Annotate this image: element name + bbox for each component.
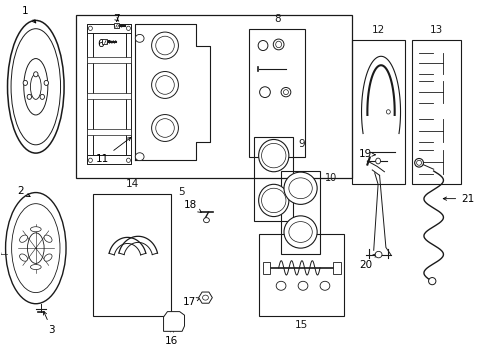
Ellipse shape [30,227,41,232]
Ellipse shape [135,35,144,42]
Ellipse shape [203,218,209,223]
Text: 18: 18 [184,200,201,212]
Ellipse shape [288,178,312,199]
Bar [87,57,131,63]
Bar [351,40,405,184]
Text: 3: 3 [43,311,55,335]
Text: 13: 13 [428,25,442,35]
Ellipse shape [273,39,284,50]
Ellipse shape [258,184,288,217]
Text: 16: 16 [164,329,178,346]
Ellipse shape [275,41,281,48]
Ellipse shape [88,26,92,31]
Ellipse shape [374,251,381,258]
Bar [411,40,460,184]
Ellipse shape [44,254,52,261]
Text: 7: 7 [113,14,120,24]
Ellipse shape [283,90,288,95]
Ellipse shape [284,172,317,204]
Ellipse shape [156,36,174,55]
Bar [259,234,344,316]
Ellipse shape [261,188,285,213]
Ellipse shape [427,278,435,285]
Bar [87,24,131,33]
Text: 15: 15 [295,320,308,330]
Bar [262,262,270,274]
Bar [93,194,171,316]
Ellipse shape [23,80,27,85]
Polygon shape [198,292,212,303]
Ellipse shape [258,139,288,172]
Text: 4: 4 [0,359,1,360]
Text: 6: 6 [97,39,109,49]
Ellipse shape [151,32,178,59]
Ellipse shape [135,153,144,161]
Ellipse shape [151,114,178,141]
Ellipse shape [27,233,44,264]
Ellipse shape [11,29,61,145]
Ellipse shape [261,143,285,168]
Text: 21: 21 [442,194,473,204]
Text: 1: 1 [22,6,36,23]
Ellipse shape [298,281,307,290]
Ellipse shape [386,110,389,114]
Bar [87,155,131,164]
Bar [254,137,293,221]
Ellipse shape [259,87,270,98]
Ellipse shape [0,251,1,257]
Bar [249,30,305,157]
Ellipse shape [34,72,38,77]
Text: 2: 2 [17,186,30,197]
Bar [87,93,131,99]
Text: 12: 12 [371,25,385,35]
Polygon shape [163,312,184,331]
Bar [114,23,119,28]
Bar [87,24,93,164]
Bar [281,171,320,253]
Bar [332,262,340,274]
Ellipse shape [126,158,130,162]
Ellipse shape [44,235,52,242]
Ellipse shape [7,21,64,153]
Text: 10: 10 [325,173,337,183]
Text: 20: 20 [358,254,375,270]
Text: 9: 9 [298,139,304,149]
Ellipse shape [30,74,41,99]
Bar [76,15,351,178]
Ellipse shape [284,216,317,248]
Ellipse shape [264,144,272,152]
Ellipse shape [30,265,41,270]
Ellipse shape [258,41,267,50]
Text: 17: 17 [183,297,200,307]
Ellipse shape [12,204,60,293]
Ellipse shape [20,254,27,261]
Ellipse shape [288,222,312,242]
Ellipse shape [202,295,208,300]
Text: 14: 14 [125,179,139,189]
Ellipse shape [20,235,27,242]
Bar [87,129,131,135]
Ellipse shape [5,193,66,304]
Ellipse shape [416,160,421,165]
Ellipse shape [414,158,423,167]
Ellipse shape [151,72,178,98]
Text: 11: 11 [95,138,131,164]
Text: 19: 19 [358,149,374,159]
Ellipse shape [27,94,31,99]
Ellipse shape [126,26,130,31]
Ellipse shape [156,76,174,94]
Text: 8: 8 [274,14,280,24]
Bar [102,40,106,44]
Bar [125,24,131,164]
Ellipse shape [276,281,285,290]
Ellipse shape [40,94,44,99]
Ellipse shape [375,158,380,164]
Ellipse shape [281,87,290,97]
Ellipse shape [44,80,48,85]
Ellipse shape [88,158,92,162]
Text: 5: 5 [178,187,184,197]
Ellipse shape [320,281,329,290]
Ellipse shape [156,119,174,137]
Ellipse shape [24,59,48,115]
